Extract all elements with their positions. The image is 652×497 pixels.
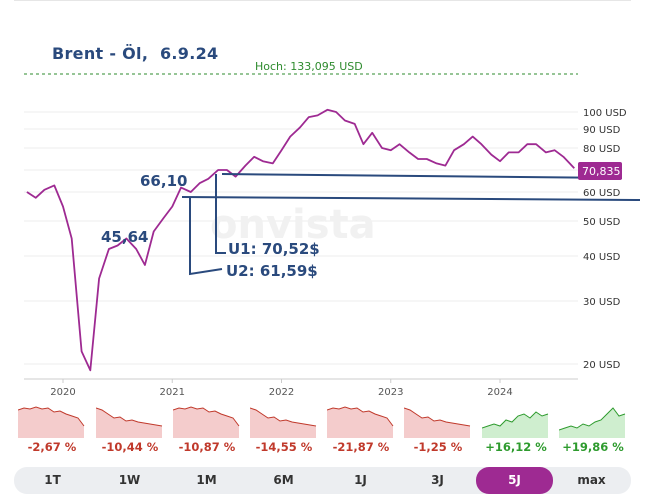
watermark-logo: onvista [210,202,376,248]
y-tick-label: 100 USD [583,108,627,119]
y-tick-label: 20 USD [583,360,621,371]
range-button-1m[interactable]: 1M [196,473,217,487]
annotation-u1: U1: 70,52$ [228,240,320,258]
mini-chart-5j[interactable]: +16,12 % [482,404,550,460]
mini-chart-area [18,407,84,438]
x-tick-label: 2020 [50,387,75,398]
top-divider [14,0,631,1]
mini-pct: +19,86 % [562,440,624,454]
high-label: Hoch: 133,095 USD [255,60,363,73]
mini-pct: -14,55 % [255,440,313,454]
current-price-label: 70,835 [582,165,621,178]
mini-chart-1t[interactable]: -2,67 % [18,404,86,460]
mini-chart-area [327,407,393,438]
mini-chart-line [173,406,240,427]
range-button-1t[interactable]: 1T [44,473,61,487]
mini-chart-6m[interactable]: -14,55 % [250,404,318,460]
mini-pct: -10,44 % [101,440,159,454]
u1-trendline [221,173,623,179]
mini-chart-area [96,408,162,438]
price-series-line [26,108,575,372]
chart-title: Brent - Öl, 6.9.24 [52,44,219,63]
range-button-max[interactable]: max [577,473,606,487]
mini-chart-line [96,407,163,427]
mini-pct: -21,87 % [332,440,390,454]
y-tick-label: 30 USD [583,297,621,308]
y-tick-label: 90 USD [583,125,621,136]
x-tick-label: 2023 [378,387,403,398]
mini-chart-area [482,412,548,438]
range-button-1w[interactable]: 1W [118,473,141,487]
x-tick-label: 2022 [269,387,294,398]
x-tick-label: 2021 [160,387,185,398]
y-tick-label: 50 USD [583,217,621,228]
mini-chart-3j[interactable]: -1,25 % [404,404,472,460]
mini-pct: +16,12 % [485,440,547,454]
annotation-66-10: 66,10 [140,172,187,190]
annotation-u2: U2: 61,59$ [226,262,318,280]
annotation-45-64: 45,64 [101,228,148,246]
mini-chart-line [404,407,471,427]
mini-chart-line [482,411,549,429]
mini-pct: -2,67 % [27,440,77,454]
range-button-3j[interactable]: 3J [431,473,444,487]
range-button-6m[interactable]: 6M [273,473,294,487]
range-button-5j[interactable]: 5J [476,467,553,494]
mini-chart-1m[interactable]: -10,87 % [173,404,241,460]
u2-connector [189,197,223,276]
mini-chart-max[interactable]: +19,86 % [559,404,627,460]
y-tick-label: 40 USD [583,252,621,263]
x-tick-label: 2024 [487,387,512,398]
range-selector: 1T 1W 1M 6M 1J 3J 5J max [14,467,631,494]
mini-pct: -1,25 % [413,440,463,454]
mini-chart-line [18,406,85,427]
mini-chart-1j[interactable]: -21,87 % [327,404,395,460]
performance-minicharts: -2,67 % -10,44 % -10,87 % -14,55 % -21,8… [0,404,652,464]
mini-chart-area [250,408,316,438]
mini-chart-area [173,407,239,438]
u1-connector [215,174,226,254]
mini-chart-area [404,408,470,438]
mini-chart-area [559,408,625,438]
current-price-badge [578,162,622,180]
y-tick-label: 60 USD [583,188,621,199]
mini-pct: -10,87 % [178,440,236,454]
mini-chart-line [559,407,626,431]
y-tick-label: 80 USD [583,144,621,155]
mini-chart-line [250,407,317,427]
mini-chart-line [327,406,394,427]
mini-chart-1w[interactable]: -10,44 % [96,404,164,460]
u2-trendline [181,196,641,201]
range-button-1j[interactable]: 1J [354,473,367,487]
price-chart[interactable]: onvista Hoch: 133,095 USD 100 USD 90 USD 8… [0,0,652,400]
